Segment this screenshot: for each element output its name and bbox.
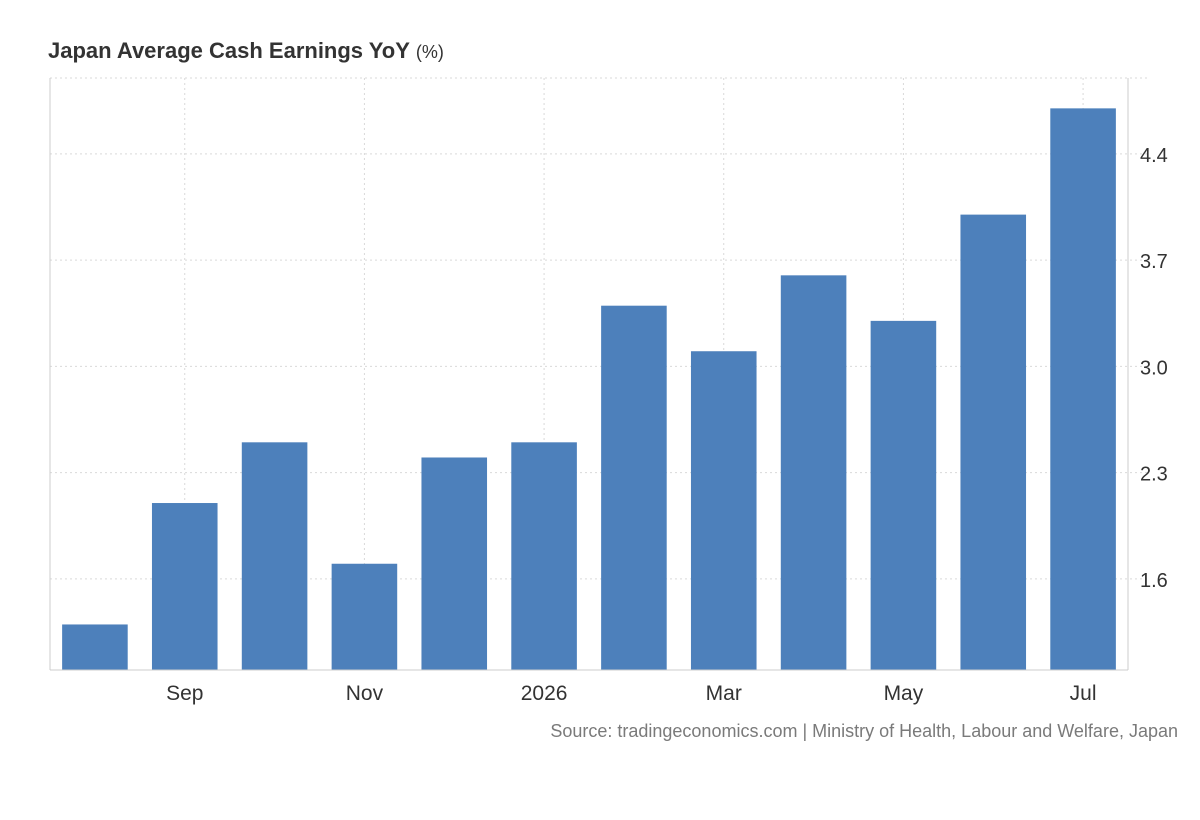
chart-bars (62, 108, 1116, 671)
x-tick-labels: Sep Nov 2026 Mar May Jul (166, 682, 1096, 705)
y-tick-label: 2.3 (1140, 464, 1168, 486)
x-tick-label: May (884, 682, 924, 705)
y-tick-labels: 1.6 2.3 3.0 3.7 4.4 (1140, 145, 1168, 592)
bar-may (870, 320, 937, 670)
bar-aug (62, 624, 128, 670)
bar-nov (331, 563, 398, 670)
x-tick-label: Mar (706, 682, 742, 705)
x-tick-label: Sep (166, 682, 203, 705)
y-tick-label: 3.0 (1140, 357, 1168, 379)
chart-title: Japan Average Cash Earnings YoY (%) (48, 38, 444, 64)
y-tick-label: 1.6 (1140, 570, 1168, 592)
bar-sep (151, 503, 218, 670)
chart-title-unit: (%) (415, 42, 444, 62)
bar-feb (601, 305, 667, 670)
bar-dec (421, 457, 488, 670)
bar-oct (241, 442, 308, 670)
y-tick-label: 3.7 (1140, 251, 1168, 273)
chart-title-text: Japan Average Cash Earnings YoY (48, 38, 410, 63)
bar-apr (780, 275, 847, 670)
bar-2026 (511, 442, 577, 670)
bar-mar (690, 351, 757, 670)
x-tick-label: 2026 (521, 682, 568, 705)
bar-jun (960, 214, 1027, 670)
x-tick-label: Jul (1070, 682, 1097, 705)
x-tick-label: Nov (346, 682, 384, 705)
chart-axes (49, 78, 1129, 671)
y-tick-label: 4.4 (1140, 145, 1168, 167)
source-note: Source: tradingeconomics.com | Ministry … (550, 721, 1178, 741)
bar-jul (1050, 108, 1116, 671)
